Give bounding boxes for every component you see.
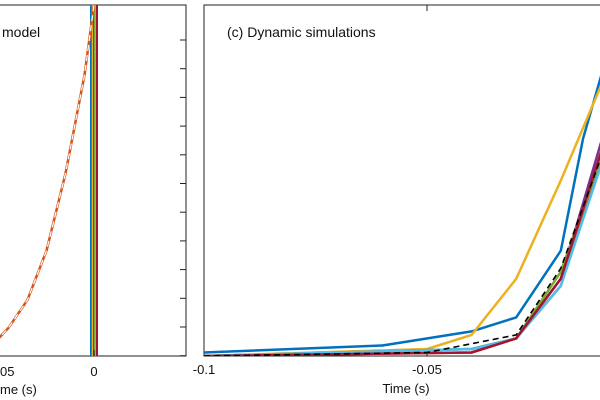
right-panel-x-tick-label: -0.05 bbox=[412, 362, 442, 377]
left-panel-y-ticks bbox=[180, 39, 186, 357]
left-panel-x-tick-label: 0 bbox=[90, 364, 97, 379]
right-panel-x-axis-label: Time (s) bbox=[382, 381, 429, 396]
left-panel-x-axis-label: me (s) bbox=[0, 382, 37, 397]
right-panel-series-line bbox=[204, 75, 600, 354]
left-panel-reference-dashed-line bbox=[0, 4, 95, 338]
right-panel-reference-dashed-line bbox=[204, 157, 600, 356]
right-panel: (c) Dynamic simulations -0.1-0.0500.05 T… bbox=[193, 4, 600, 396]
right-panel-series bbox=[204, 75, 600, 356]
right-panel-x-tick-label: -0.1 bbox=[193, 362, 215, 377]
right-panel-series-line bbox=[204, 84, 600, 356]
left-panel-series-line bbox=[0, 4, 96, 339]
left-panel: model 05 0 me (s) bbox=[0, 4, 187, 397]
left-panel-title: model bbox=[2, 24, 40, 40]
left-panel-x-tick-label: 05 bbox=[0, 364, 14, 379]
right-panel-axes-box bbox=[203, 4, 600, 357]
right-panel-title: (c) Dynamic simulations bbox=[227, 24, 376, 40]
right-panel-x-tick-labels: -0.1-0.0500.05 bbox=[193, 362, 442, 377]
left-panel-vertical-series-bundle bbox=[90, 5, 98, 356]
right-panel-series-line bbox=[204, 151, 600, 356]
